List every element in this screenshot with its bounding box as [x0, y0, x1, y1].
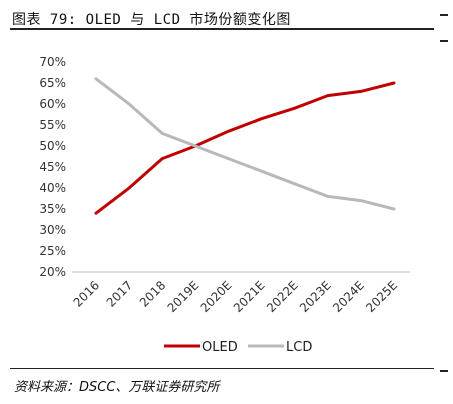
y-tick-label: 40%	[39, 181, 66, 195]
chart-title: 图表 79: OLED 与 LCD 市场份额变化图	[12, 12, 291, 28]
legend-label-oled: OLED	[202, 340, 238, 355]
bottom-rule	[10, 368, 434, 369]
series-line-lcd	[94, 77, 396, 211]
y-tick-label: 60%	[39, 97, 66, 111]
y-tick-label: 55%	[39, 118, 66, 132]
y-tick-label: 70%	[39, 55, 66, 69]
x-tick-label: 2022E	[264, 278, 301, 315]
x-tick-label: 2016	[71, 278, 102, 309]
y-tick-label: 45%	[39, 160, 66, 174]
x-tick-label: 2024E	[330, 278, 367, 315]
margin-mark-bottom	[440, 370, 448, 372]
x-tick-label: 2019E	[165, 278, 202, 315]
x-tick-label: 2017	[104, 278, 135, 309]
margin-mark-top	[440, 14, 448, 16]
x-tick-label: 2020E	[198, 278, 235, 315]
x-tick-label: 2021E	[231, 278, 268, 315]
y-tick-label: 30%	[39, 223, 66, 237]
source-note: 资料来源：DSCC、万联证券研究所	[14, 380, 220, 395]
line-chart: 20%25%30%35%40%45%50%55%60%65%70%2016 201…	[39, 55, 410, 355]
x-tick-label: 2025E	[363, 278, 400, 315]
series-line-oled	[94, 81, 396, 215]
y-tick-label: 25%	[39, 244, 66, 258]
margin-mark-mid	[440, 40, 448, 42]
y-tick-label: 50%	[39, 139, 66, 153]
chart-area: 20% 25% 30% 35% 40% 45% 50% 55% 60% 65% 70% 2016 201…	[10, 40, 434, 368]
y-tick-label: 35%	[39, 202, 66, 216]
legend-label-lcd: LCD	[286, 340, 312, 355]
y-tick-label: 65%	[39, 76, 66, 90]
y-tick-label: 20%	[39, 265, 66, 279]
x-tick-label: 2023E	[297, 278, 334, 315]
chart-title-bar: 图表 79: OLED 与 LCD 市场份额变化图	[10, 6, 434, 30]
